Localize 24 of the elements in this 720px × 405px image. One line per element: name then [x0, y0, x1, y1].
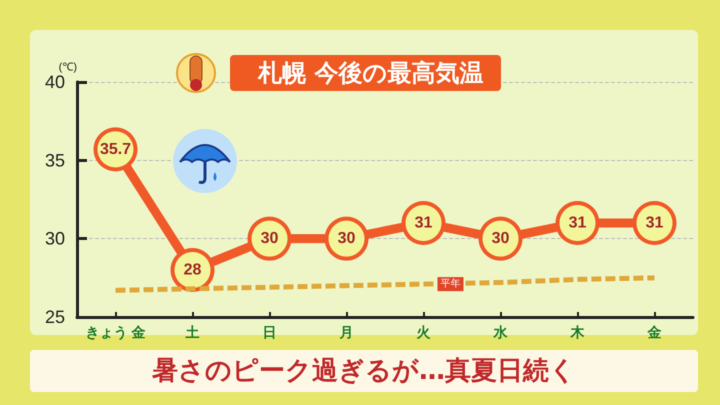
- data-label: 31: [646, 214, 664, 232]
- chart-title: 札幌 今後の最高気温: [230, 55, 502, 91]
- data-label: 31: [568, 214, 586, 232]
- data-label: 35.7: [100, 140, 132, 158]
- x-tick-label: きょう 金: [86, 324, 146, 341]
- x-tick-label: 火: [416, 324, 432, 340]
- series-label: 平年: [440, 278, 460, 290]
- data-label: 28: [184, 262, 202, 278]
- data-label: 31: [414, 214, 432, 232]
- y-axis-title: (℃): [58, 62, 77, 74]
- x-tick-label: 日: [262, 324, 276, 340]
- y-tick-label: 25: [44, 307, 65, 327]
- data-label: 30: [492, 230, 510, 248]
- y-tick-label: 35: [44, 150, 65, 170]
- x-tick-label: 金: [646, 324, 662, 340]
- data-label: 30: [260, 230, 278, 248]
- x-tick-label: 水: [492, 324, 508, 340]
- data-label: 30: [338, 230, 356, 248]
- text: 暑さのピーク過ぎるが…真夏日続く: [30, 350, 698, 392]
- y-tick-label: 40: [44, 72, 65, 92]
- x-tick-label: 月: [338, 324, 354, 340]
- x-tick-label: 土: [184, 324, 200, 340]
- x-tick-label: 木: [570, 324, 586, 340]
- y-tick-label: 30: [44, 228, 65, 249]
